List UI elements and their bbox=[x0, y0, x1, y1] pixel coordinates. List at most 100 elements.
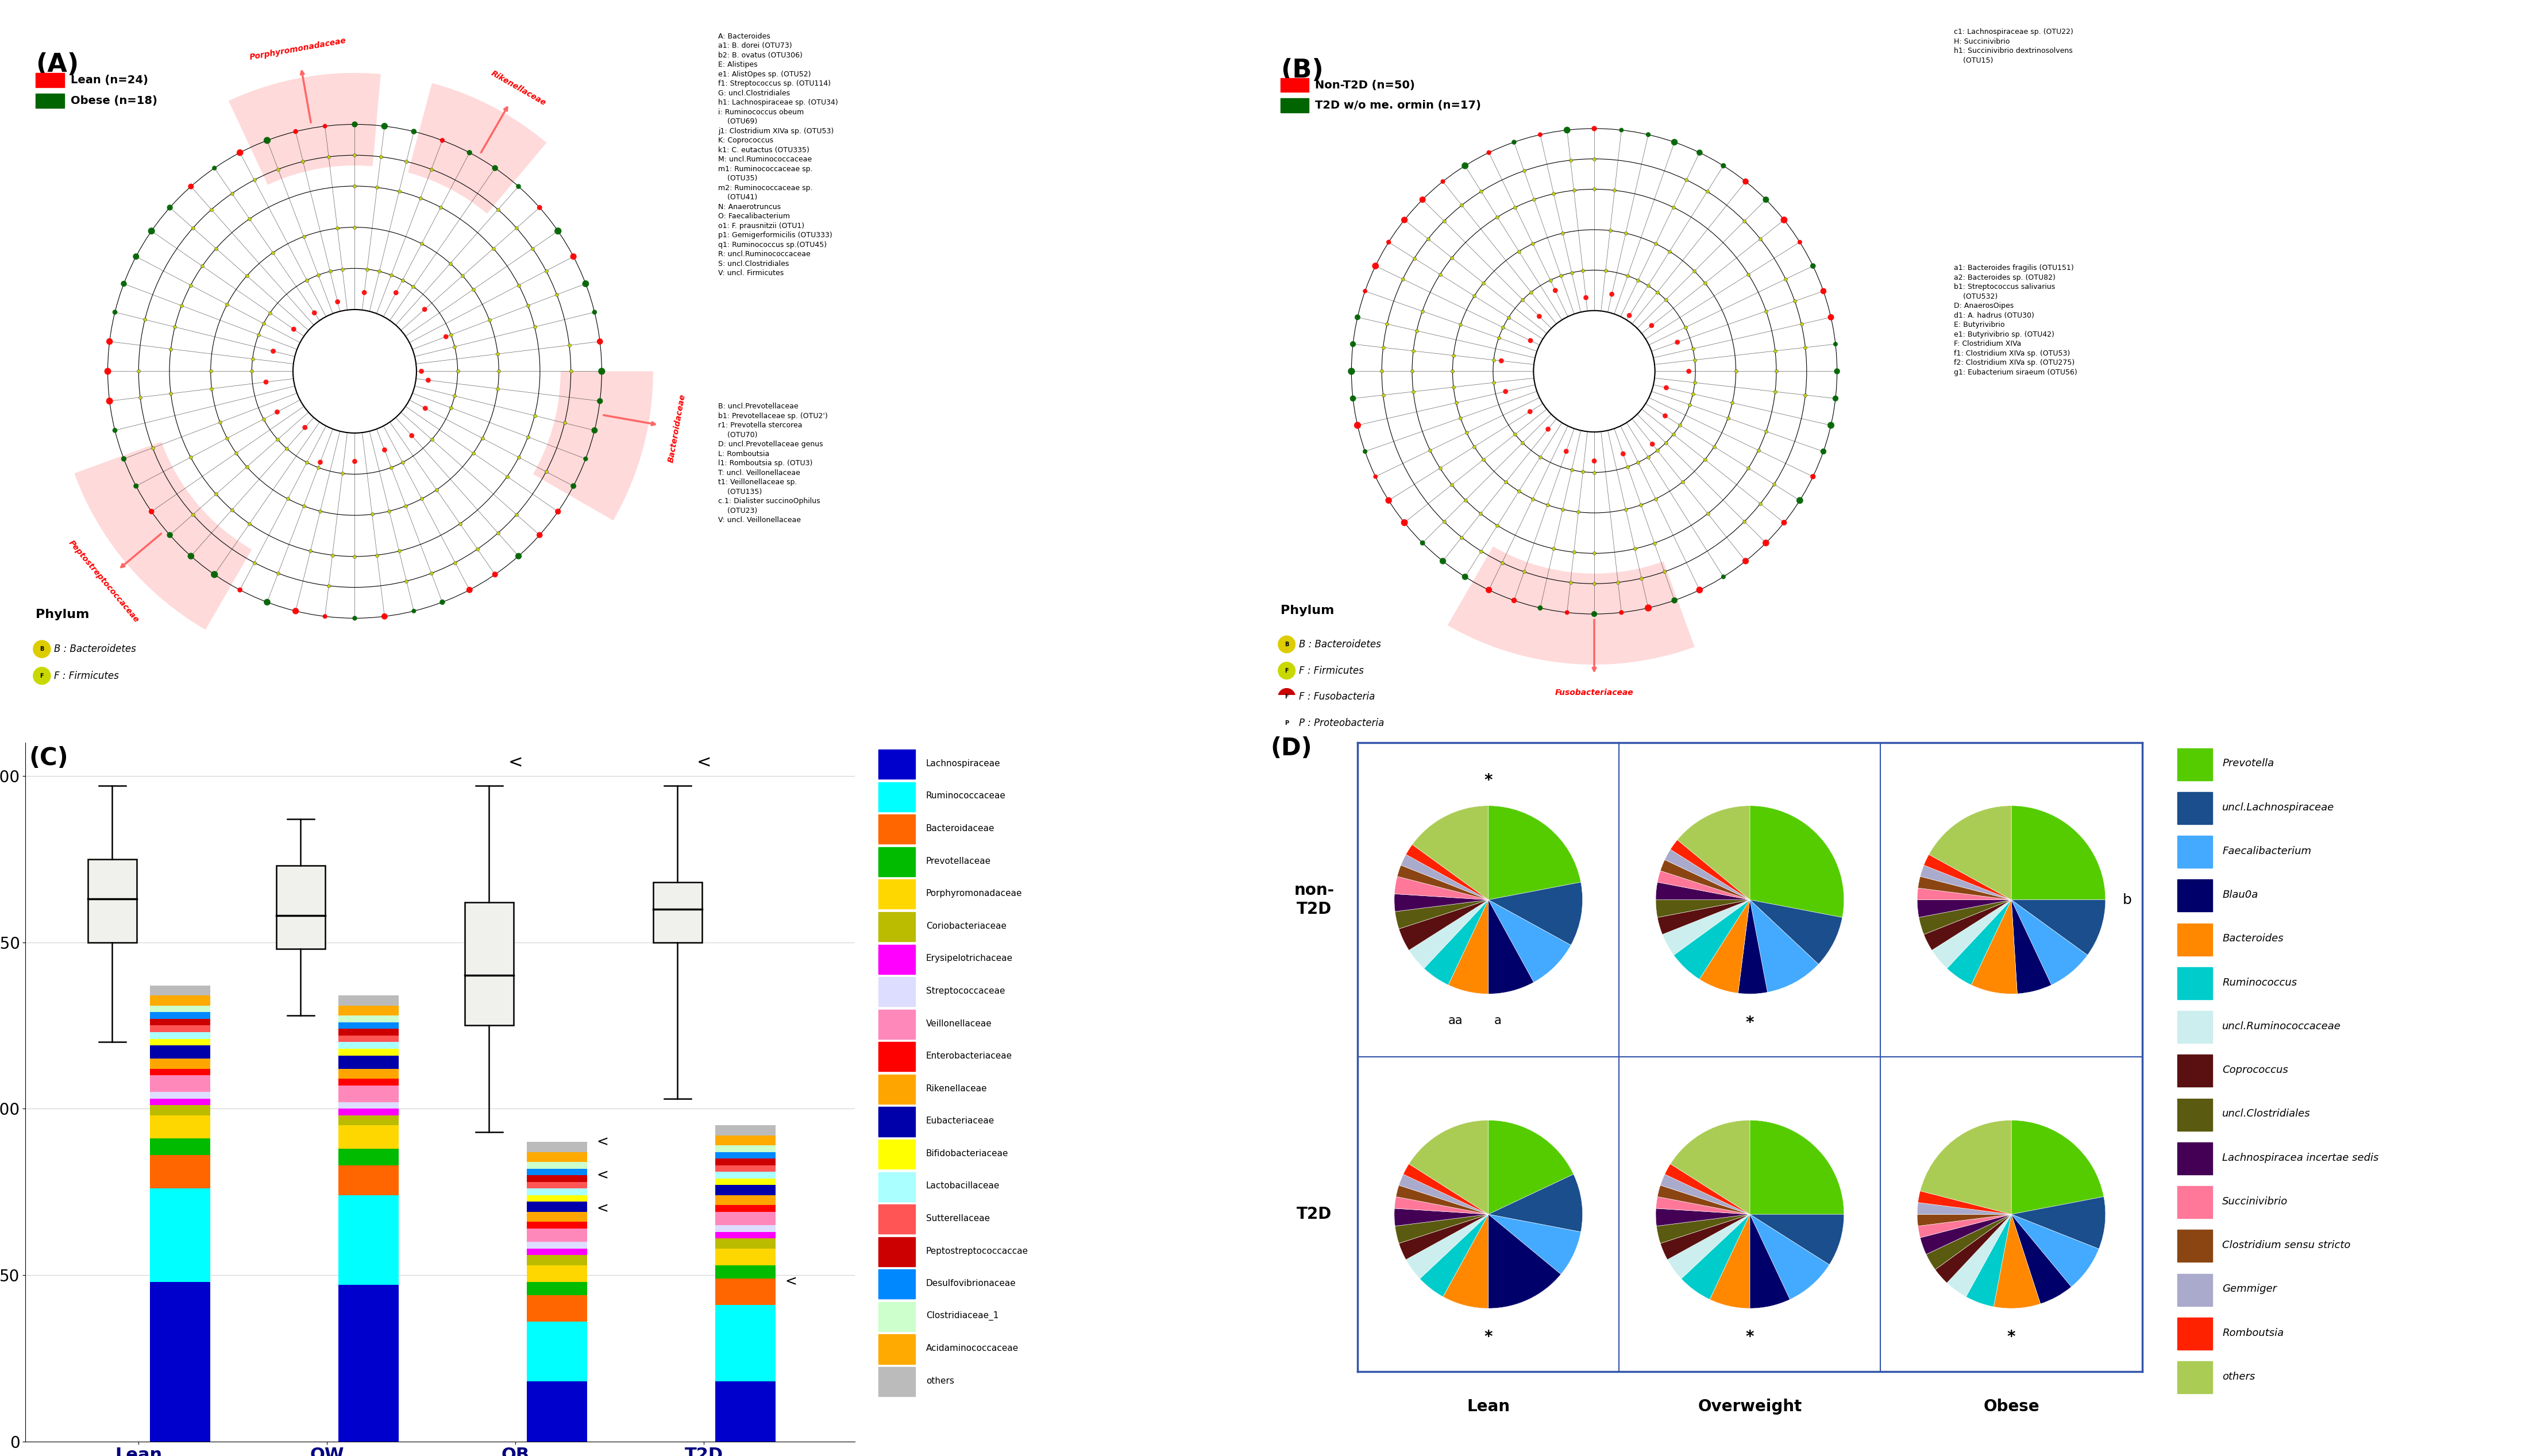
Point bbox=[1741, 492, 1781, 515]
Point bbox=[1542, 498, 1583, 521]
Point bbox=[363, 115, 404, 138]
Point bbox=[335, 450, 376, 473]
Wedge shape bbox=[1918, 900, 2012, 917]
Point bbox=[1598, 571, 1639, 594]
Point bbox=[579, 331, 620, 354]
Point bbox=[1573, 450, 1614, 473]
Point bbox=[1545, 440, 1586, 463]
Wedge shape bbox=[1489, 900, 1570, 983]
Wedge shape bbox=[1405, 1214, 1489, 1278]
Bar bbox=[717, 1159, 775, 1165]
Point bbox=[1436, 392, 1476, 415]
Wedge shape bbox=[1489, 805, 1581, 900]
Point bbox=[191, 377, 231, 400]
Bar bbox=[526, 1265, 587, 1281]
Point bbox=[518, 197, 559, 220]
Point bbox=[1629, 274, 1669, 297]
Point bbox=[1746, 300, 1786, 323]
Text: Lean (n=24): Lean (n=24) bbox=[71, 74, 147, 86]
Point bbox=[1344, 280, 1385, 303]
Point bbox=[1672, 338, 1713, 361]
Bar bbox=[2178, 1318, 2213, 1350]
Text: (B): (B) bbox=[1281, 58, 1324, 83]
Point bbox=[1395, 246, 1436, 269]
Point bbox=[574, 300, 615, 323]
Point bbox=[1469, 141, 1509, 165]
Point bbox=[1756, 380, 1796, 403]
Point bbox=[1647, 431, 1687, 454]
Point bbox=[86, 360, 127, 383]
Bar bbox=[717, 1195, 775, 1206]
Bar bbox=[150, 1019, 211, 1025]
Bar bbox=[150, 1025, 211, 1032]
Point bbox=[282, 494, 323, 517]
Wedge shape bbox=[1967, 1214, 2012, 1306]
Point bbox=[267, 437, 307, 460]
Text: Bacteroidaceae: Bacteroidaceae bbox=[666, 393, 686, 463]
Point bbox=[1763, 208, 1804, 232]
Bar bbox=[717, 1172, 775, 1178]
Bar bbox=[879, 911, 915, 942]
Bar bbox=[150, 1045, 211, 1059]
Bar bbox=[36, 93, 64, 108]
Bar bbox=[338, 1286, 399, 1441]
Point bbox=[498, 175, 539, 198]
Point bbox=[125, 307, 165, 331]
Point bbox=[313, 543, 353, 566]
Point bbox=[1675, 371, 1715, 395]
Bar bbox=[338, 1035, 399, 1042]
Text: Rikenellaceae: Rikenellaceae bbox=[490, 68, 546, 106]
Wedge shape bbox=[1659, 1214, 1751, 1259]
Point bbox=[1644, 561, 1685, 584]
Bar bbox=[879, 879, 915, 909]
Bar bbox=[338, 1102, 399, 1108]
Wedge shape bbox=[74, 441, 252, 629]
Bar bbox=[879, 1204, 915, 1233]
Point bbox=[1520, 304, 1560, 328]
Point bbox=[1423, 210, 1464, 233]
Wedge shape bbox=[2012, 1120, 2104, 1214]
Text: Rikenellaceae: Rikenellaceae bbox=[925, 1085, 988, 1093]
Point bbox=[1423, 170, 1464, 194]
Point bbox=[1420, 262, 1461, 285]
Bar bbox=[717, 1152, 775, 1159]
Point bbox=[196, 482, 236, 505]
Point bbox=[1464, 271, 1504, 294]
Text: Bacteroidaceae: Bacteroidaceae bbox=[925, 824, 994, 833]
Wedge shape bbox=[1675, 900, 1751, 980]
Wedge shape bbox=[1408, 1120, 1489, 1214]
Bar bbox=[526, 1294, 587, 1322]
Wedge shape bbox=[1657, 1214, 1751, 1243]
Point bbox=[1461, 179, 1502, 202]
Point bbox=[473, 237, 513, 261]
Bar bbox=[338, 1048, 399, 1056]
Point bbox=[419, 195, 460, 218]
Point bbox=[518, 523, 559, 546]
Point bbox=[452, 278, 493, 301]
Text: Gemmiger: Gemmiger bbox=[2223, 1284, 2277, 1294]
Wedge shape bbox=[1408, 900, 1489, 968]
Bar bbox=[338, 1149, 399, 1165]
Point bbox=[246, 370, 287, 393]
Point bbox=[429, 396, 470, 419]
Point bbox=[356, 543, 396, 566]
Bar bbox=[1281, 98, 1309, 112]
Bar bbox=[717, 1146, 775, 1152]
Point bbox=[1474, 371, 1514, 395]
Bar bbox=[338, 1006, 399, 1015]
Wedge shape bbox=[1751, 1214, 1789, 1309]
Point bbox=[1636, 281, 1677, 304]
Circle shape bbox=[1278, 636, 1296, 652]
Point bbox=[117, 245, 158, 268]
Wedge shape bbox=[229, 73, 381, 185]
Point bbox=[1481, 550, 1522, 574]
Point bbox=[450, 578, 490, 601]
Point bbox=[495, 502, 536, 526]
Point bbox=[1494, 588, 1535, 612]
Point bbox=[1814, 387, 1855, 411]
Point bbox=[363, 438, 404, 462]
Text: *: * bbox=[1484, 773, 1492, 789]
Point bbox=[422, 128, 462, 151]
Bar bbox=[2178, 836, 2213, 868]
Wedge shape bbox=[1710, 1214, 1751, 1309]
